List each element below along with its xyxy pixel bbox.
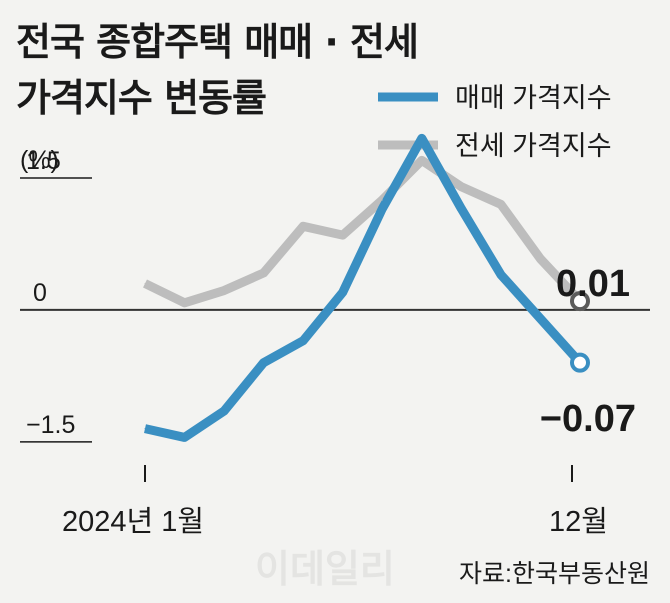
data-point-jeonse	[460, 186, 462, 188]
data-point-sale	[342, 291, 344, 293]
data-point-jeonse	[184, 302, 186, 304]
data-point-sale	[421, 137, 423, 139]
legend: 매매 가격지수 전세 가격지수	[378, 83, 612, 161]
data-points	[144, 137, 541, 438]
data-point-sale	[223, 410, 225, 412]
source-note: 자료:한국부동산원	[459, 560, 650, 588]
end-value-label-sale: −0.07	[540, 398, 636, 440]
data-point-jeonse	[302, 225, 304, 227]
data-point-sale	[460, 208, 462, 210]
x-tick-label-end: 12월	[549, 505, 608, 538]
legend-label-jeonse: 전세 가격지수	[455, 131, 612, 161]
series-line-jeonse	[143, 155, 584, 308]
data-point-sale	[500, 274, 502, 276]
data-point-jeonse	[539, 258, 541, 260]
data-point-jeonse	[342, 234, 344, 236]
end-value-label-jeonse: 0.01	[556, 263, 630, 305]
watermark-logo: 이데일리	[255, 549, 395, 591]
data-point-sale	[302, 340, 304, 342]
data-point-jeonse	[381, 199, 383, 201]
data-point-jeonse	[421, 159, 423, 161]
chart-title-line-1: 전국 종합주택 매매 · 전세	[16, 20, 419, 64]
chart-title: 전국 종합주택 매매 · 전세 가격지수 변동률	[16, 14, 419, 126]
legend-label-sale: 매매 가격지수	[455, 83, 612, 113]
data-point-sale	[144, 428, 146, 430]
data-point-sale	[184, 436, 186, 438]
end-marker-sale	[570, 352, 590, 373]
data-point-sale	[539, 318, 541, 320]
y-tick-label: −1.5	[26, 411, 75, 439]
data-point-jeonse	[263, 272, 265, 274]
data-point-jeonse	[500, 203, 502, 205]
chart-title-line-2: 가격지수 변동률	[16, 76, 267, 120]
end-marker-jeonse	[570, 291, 590, 312]
data-point-jeonse	[223, 290, 225, 292]
series-line-sale	[144, 133, 584, 442]
data-point-sale	[381, 208, 383, 210]
data-point-jeonse	[144, 283, 146, 284]
x-tick-label-start: 2024년 1월	[62, 505, 204, 538]
y-tick-label: 0	[33, 279, 47, 307]
data-point-sale	[263, 362, 265, 364]
y-axis-unit: (%)	[20, 146, 59, 174]
y-axis: 1.5 0 −1.5	[20, 147, 92, 443]
y-tick-label: 1.5	[26, 147, 61, 175]
